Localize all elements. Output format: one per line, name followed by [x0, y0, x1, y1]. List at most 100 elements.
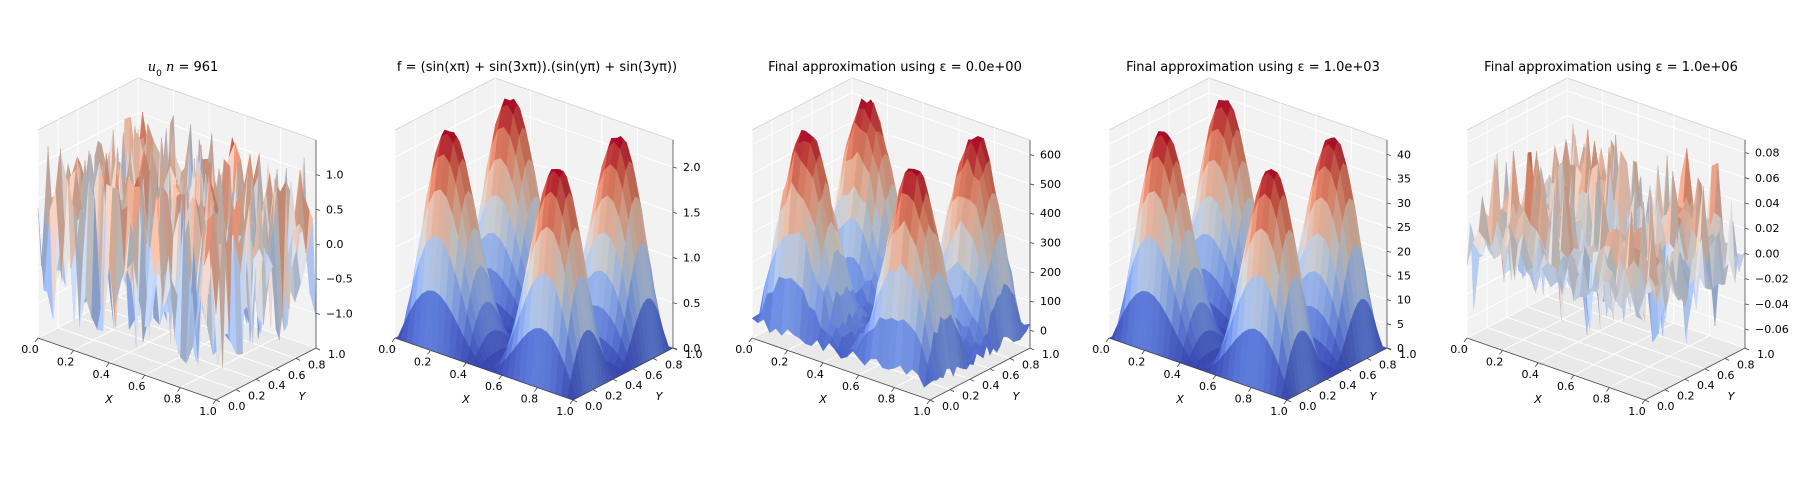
- y-tick-label: 0.0: [585, 400, 603, 413]
- x-tick-label: 1.0: [199, 405, 217, 418]
- x-axis-label: X: [1533, 393, 1542, 406]
- x-tick-label: 0.2: [414, 355, 432, 368]
- y-axis-label: Y: [299, 390, 307, 403]
- x-axis-label: X: [461, 393, 470, 406]
- surface-panel-1: 0.00.20.40.60.81.0 0.00.20.40.60.81.0−1.0…: [21, 77, 353, 418]
- x-tick-label: 0.2: [771, 355, 789, 368]
- y-tick-label: 0.0: [1299, 400, 1317, 413]
- y-tick-label: 1.0: [1042, 348, 1060, 361]
- z-tick-label: 300: [1040, 237, 1061, 250]
- z-tick-label: 200: [1040, 266, 1061, 279]
- y-tick-label: 0.8: [308, 358, 326, 371]
- z-tick: [315, 278, 321, 281]
- z-tick-label: 0.06: [1755, 172, 1780, 185]
- y-tick-label: 0.4: [625, 379, 643, 392]
- z-tick-label: −1.0: [326, 307, 353, 320]
- x-tick-label: 0.2: [1128, 355, 1146, 368]
- y-tick-label: 0.4: [982, 379, 1000, 392]
- z-tick: [315, 243, 321, 246]
- z-tick-label: 20: [1397, 245, 1411, 258]
- x-tick-label: 0.8: [521, 393, 539, 406]
- y-tick: [315, 347, 321, 351]
- x-tick: [105, 362, 110, 368]
- z-tick-label: 600: [1040, 149, 1061, 162]
- z-tick-label: 2.0: [683, 161, 701, 174]
- y-tick-label: 0.4: [1697, 379, 1715, 392]
- z-tick-label: 0: [1397, 342, 1404, 355]
- x-tick-label: 0.0: [735, 343, 753, 356]
- z-tick-label: 100: [1040, 295, 1061, 308]
- y-tick-label: 0.2: [248, 390, 266, 403]
- surface: [37, 112, 317, 369]
- x-tick-label: 0.4: [1521, 368, 1539, 381]
- z-tick-label: 1.0: [683, 252, 701, 265]
- z-tick-label: 400: [1040, 207, 1061, 220]
- z-tick: [315, 312, 321, 315]
- x-tick: [177, 387, 181, 392]
- y-tick-label: 0.6: [1359, 369, 1377, 382]
- y-tick-label: 0.0: [228, 400, 246, 413]
- grid-line: [57, 327, 237, 391]
- x-tick-label: 0.0: [1092, 343, 1110, 356]
- x-tick: [34, 337, 39, 343]
- y-tick-label: 0.2: [962, 390, 980, 403]
- y-tick-label: 1.0: [1757, 348, 1775, 361]
- z-tick-label: 0.02: [1755, 222, 1780, 235]
- z-tick: [315, 208, 321, 211]
- y-tick-label: 0.6: [1717, 369, 1735, 382]
- x-tick-label: 0.6: [842, 380, 860, 393]
- y-tick-label: 0.8: [1379, 358, 1397, 371]
- x-tick-label: 0.0: [1450, 343, 1468, 356]
- x-tick-label: 0.8: [1593, 393, 1611, 406]
- surface-patch: [209, 213, 220, 314]
- y-tick-label: 0.6: [1002, 369, 1020, 382]
- y-tick-label: 0.8: [665, 358, 683, 371]
- z-tick-label: 1.5: [683, 206, 701, 219]
- x-tick-label: 0.4: [806, 368, 824, 381]
- x-tick-label: 0.8: [878, 393, 896, 406]
- x-tick-label: 0.6: [485, 380, 503, 393]
- z-tick-label: 0.00: [1755, 247, 1780, 260]
- z-tick: [315, 174, 321, 177]
- x-tick-label: 0.0: [21, 343, 39, 356]
- x-tick-label: 0.4: [1163, 368, 1181, 381]
- y-tick: [295, 358, 301, 361]
- grid-line: [77, 316, 257, 380]
- y-tick: [235, 389, 241, 392]
- x-axis-line: [37, 337, 217, 401]
- z-tick-label: 0.08: [1755, 147, 1780, 160]
- x-tick-label: 1.0: [556, 405, 574, 418]
- z-tick-label: 0: [1040, 324, 1047, 337]
- x-tick-label: 0.4: [92, 368, 110, 381]
- y-axis-line: [215, 347, 317, 401]
- x-tick-label: 0.6: [1199, 380, 1217, 393]
- y-tick-label: 0.8: [1022, 358, 1040, 371]
- z-tick-label: 0.5: [683, 297, 701, 310]
- grid-line: [37, 112, 317, 176]
- grid-line: [180, 335, 281, 389]
- surface: [394, 98, 674, 401]
- y-tick-label: 0.2: [1319, 390, 1337, 403]
- z-tick-label: 0.0: [326, 238, 344, 251]
- x-tick: [141, 374, 146, 380]
- z-tick-label: 1.0: [326, 169, 344, 182]
- x-tick-label: 0.6: [128, 380, 146, 393]
- z-tick-label: 35: [1397, 173, 1411, 186]
- y-tick: [275, 368, 281, 372]
- x-tick-label: 0.6: [1557, 380, 1575, 393]
- y-tick-label: 0.6: [645, 369, 663, 382]
- x-tick-label: 0.2: [57, 355, 75, 368]
- panel-5-title: Final approximation using ε = 1.0e+06: [1484, 60, 1738, 75]
- x-tick-label: 0.8: [164, 393, 182, 406]
- grid-line: [37, 285, 139, 339]
- z-tick-label: 5: [1397, 318, 1404, 331]
- z-tick-label: 10: [1397, 294, 1411, 307]
- panel-4-title: Final approximation using ε = 1.0e+03: [1126, 60, 1380, 75]
- panel-1-title: u0 n = 961: [148, 60, 219, 79]
- z-tick-label: 25: [1397, 221, 1411, 234]
- x-tick-label: 1.0: [913, 405, 931, 418]
- surface-panel-2: 0.00.20.40.60.81.0 0.00.20.40.60.81.00.00…: [378, 77, 703, 418]
- z-tick-label: −0.06: [1755, 323, 1789, 336]
- z-tick-label: 15: [1397, 269, 1411, 282]
